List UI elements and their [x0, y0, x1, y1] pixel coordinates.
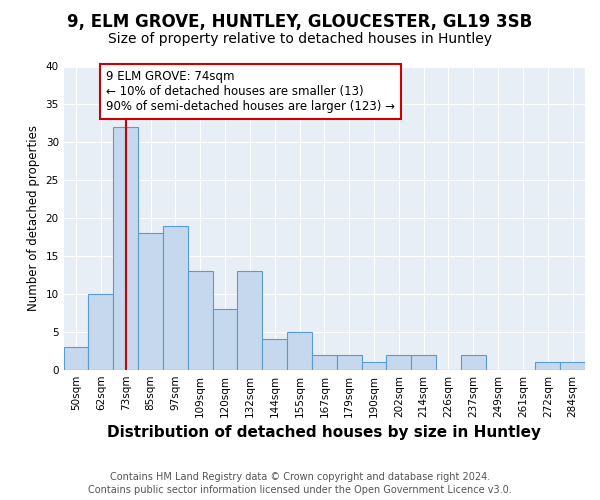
Bar — [362, 362, 386, 370]
Text: Contains public sector information licensed under the Open Government Licence v3: Contains public sector information licen… — [88, 485, 512, 495]
Bar — [287, 332, 312, 370]
Bar — [560, 362, 585, 370]
Text: Size of property relative to detached houses in Huntley: Size of property relative to detached ho… — [108, 32, 492, 46]
X-axis label: Distribution of detached houses by size in Huntley: Distribution of detached houses by size … — [107, 425, 541, 440]
Bar — [386, 354, 411, 370]
Bar — [113, 127, 138, 370]
Text: 9, ELM GROVE, HUNTLEY, GLOUCESTER, GL19 3SB: 9, ELM GROVE, HUNTLEY, GLOUCESTER, GL19 … — [67, 12, 533, 30]
Bar — [337, 354, 362, 370]
Bar — [238, 271, 262, 370]
Bar — [138, 233, 163, 370]
Bar — [88, 294, 113, 370]
Bar — [188, 271, 212, 370]
Bar — [64, 347, 88, 370]
Bar — [312, 354, 337, 370]
Text: Contains HM Land Registry data © Crown copyright and database right 2024.: Contains HM Land Registry data © Crown c… — [110, 472, 490, 482]
Y-axis label: Number of detached properties: Number of detached properties — [27, 125, 40, 311]
Text: 9 ELM GROVE: 74sqm
← 10% of detached houses are smaller (13)
90% of semi-detache: 9 ELM GROVE: 74sqm ← 10% of detached hou… — [106, 70, 395, 114]
Bar — [163, 226, 188, 370]
Bar — [212, 309, 238, 370]
Bar — [411, 354, 436, 370]
Bar — [262, 340, 287, 370]
Bar — [535, 362, 560, 370]
Bar — [461, 354, 485, 370]
